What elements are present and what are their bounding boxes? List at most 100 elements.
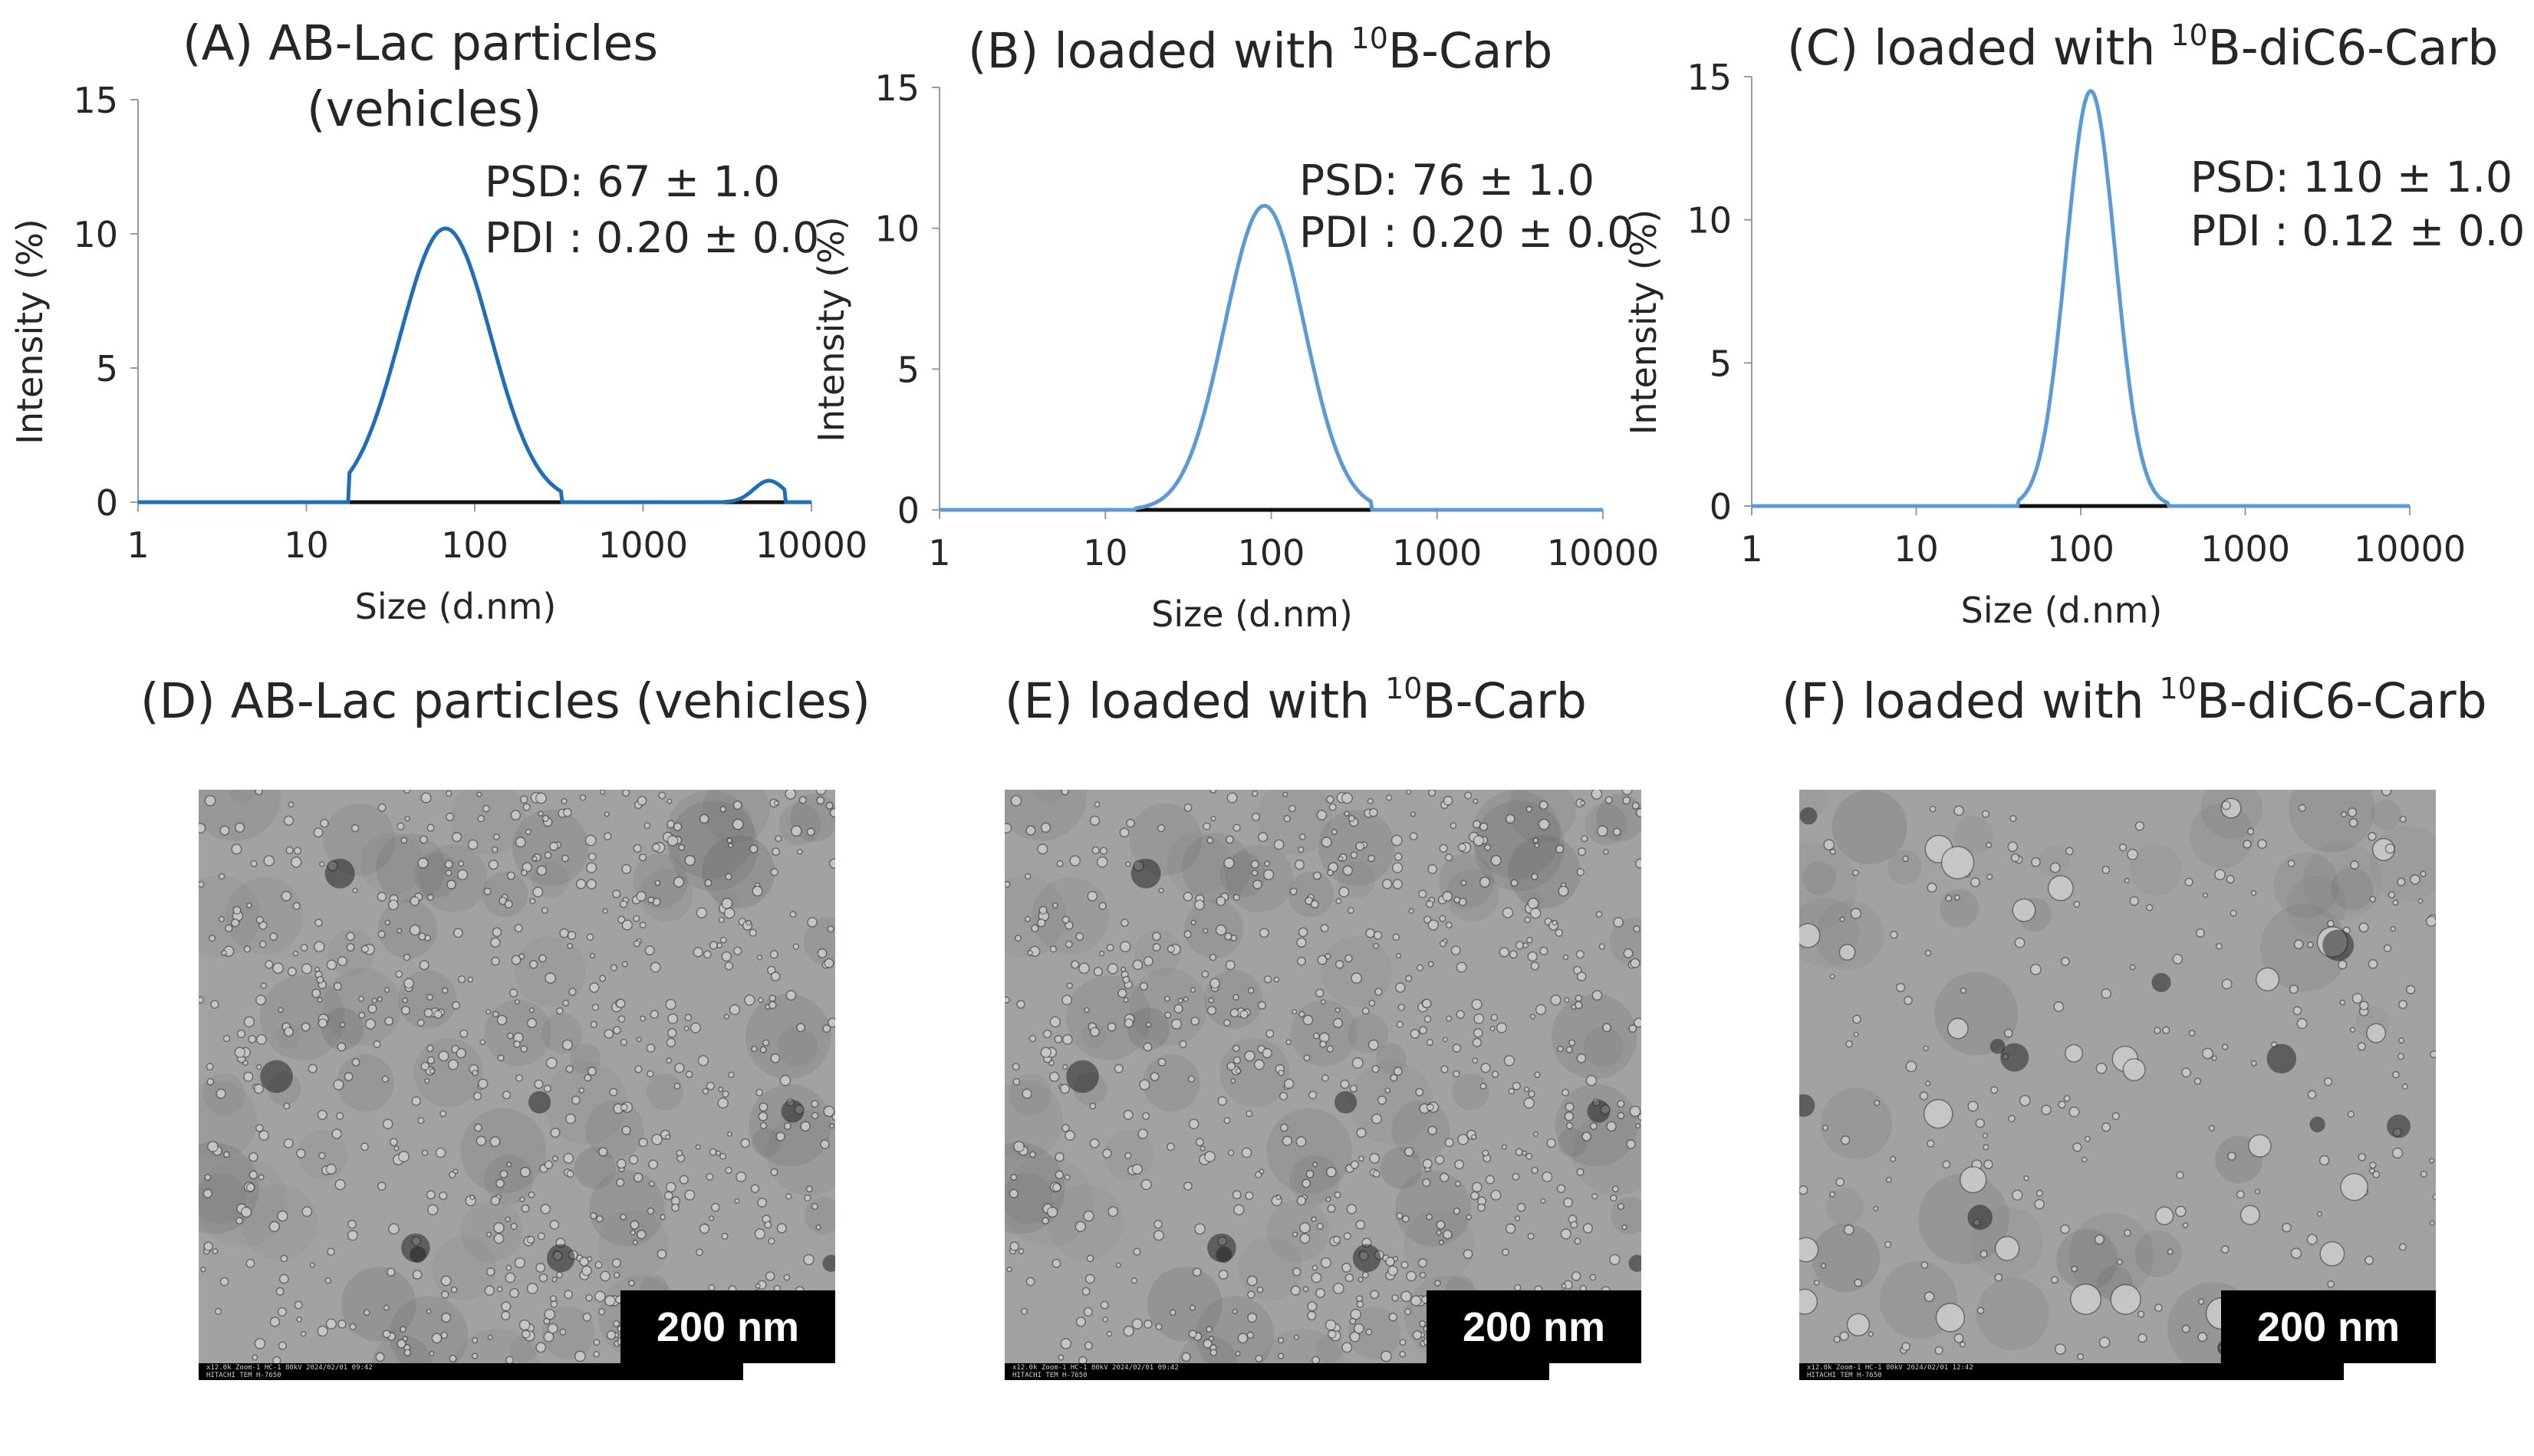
- tem-particle: [314, 942, 324, 951]
- tem-particle: [766, 1272, 774, 1280]
- tem-particle: [1297, 938, 1306, 947]
- tem-particle: [1154, 1221, 1162, 1228]
- tem-particle: [1084, 1308, 1092, 1316]
- tem-particle: [1555, 929, 1562, 936]
- tem-particle: [309, 1065, 317, 1073]
- tem-particle: [2359, 923, 2368, 932]
- tem-particle: [302, 1207, 311, 1216]
- tem-particle: [1252, 791, 1257, 796]
- tem-particle: [244, 1073, 252, 1081]
- tem-particle: [2228, 1152, 2236, 1160]
- tem-particle: [1246, 1192, 1253, 1199]
- tem-particle: [1062, 995, 1071, 1004]
- tem-particle: [666, 1058, 671, 1063]
- tem-particle: [1255, 1172, 1261, 1178]
- tem-particle: [508, 1034, 513, 1038]
- tem-shadow: [1315, 1335, 1344, 1362]
- tem-particle: [1924, 1047, 1928, 1050]
- tem-particle: [2365, 1257, 2373, 1264]
- tem-particle: [807, 1186, 812, 1191]
- tem-shadow: [544, 1061, 628, 1145]
- tem-particle: [1274, 978, 1279, 982]
- tem-particle: [361, 1143, 368, 1150]
- tem-shadow: [1350, 1061, 1434, 1145]
- tem-particle: [1118, 989, 1126, 998]
- tem-particle: [1986, 843, 1991, 847]
- tem-shadow: [260, 975, 345, 1060]
- tem-particle: [2012, 899, 2035, 922]
- tem-particle: [2113, 1113, 2119, 1119]
- tem-particle: [1233, 1310, 1237, 1313]
- tem-particle: [1121, 942, 1130, 951]
- tem-particle: [249, 1153, 258, 1161]
- tem-particle: [749, 929, 756, 936]
- tem-particle: [718, 1098, 728, 1108]
- tem-particle: [1233, 994, 1239, 1000]
- tem-particle: [575, 1351, 585, 1361]
- tem-particle: [2367, 1024, 2385, 1042]
- tem-particle: [557, 1008, 563, 1014]
- tem-particle: [1526, 807, 1532, 812]
- tem-particle: [1207, 838, 1213, 843]
- tem-particle: [505, 1218, 510, 1221]
- tem-particle: [1903, 856, 1908, 861]
- tem-particle: [581, 795, 585, 800]
- tem-particle: [1575, 1001, 1582, 1008]
- tem-particle: [1248, 1291, 1255, 1298]
- tem-particle: [2393, 900, 2398, 905]
- tem-particle: [412, 1097, 420, 1105]
- tem-particle: [2124, 1059, 2145, 1080]
- tem-particle: [1265, 976, 1271, 982]
- tem-particle: [623, 961, 627, 967]
- tem-particle: [1165, 997, 1170, 1001]
- tem-particle: [413, 1270, 422, 1279]
- tem-particle: [1978, 1308, 1983, 1313]
- tem-particle: [637, 892, 646, 901]
- tem-particle: [1052, 1260, 1060, 1267]
- tem-particle: [516, 1075, 522, 1081]
- y-tick-label: 10: [73, 214, 118, 255]
- tem-particle: [521, 796, 528, 803]
- tem-particle: [1633, 803, 1639, 809]
- tem-particle: [1388, 1266, 1397, 1275]
- tem-particle: [804, 1255, 814, 1264]
- tem-particle: [1144, 1043, 1151, 1050]
- tem-particle: [1234, 1205, 1244, 1214]
- tem-particle: [262, 983, 266, 988]
- tem-particle: [1053, 1184, 1061, 1191]
- tem-particle: [824, 1106, 834, 1116]
- tem-particle: [2215, 869, 2225, 879]
- tem-particle: [540, 1274, 547, 1281]
- tem-particle: [2074, 902, 2079, 907]
- tem-particle: [638, 797, 646, 805]
- tem-particle: [1071, 961, 1078, 968]
- tem-shadow: [321, 1007, 364, 1050]
- tem-particle: [1209, 1336, 1213, 1341]
- tem-particle: [2118, 1260, 2122, 1264]
- tem-particle: [530, 961, 537, 968]
- tem-shadow: [1143, 1054, 1200, 1112]
- tem-particle: [2299, 805, 2305, 811]
- tem-particle: [255, 1339, 265, 1349]
- tem-particle: [1010, 1242, 1019, 1251]
- tem-particle: [1435, 1280, 1440, 1286]
- tem-particle: [2223, 980, 2232, 989]
- tem-background: [1005, 790, 1641, 1380]
- tem-particle: [478, 816, 484, 822]
- tem-particle: [1339, 887, 1348, 896]
- tem-particle: [1465, 793, 1471, 799]
- tem-particle: [1107, 1332, 1111, 1336]
- tem-particle: [1356, 1221, 1364, 1229]
- tem-particle: [2210, 1126, 2214, 1131]
- tem-particle: [1564, 955, 1568, 959]
- tem-particle: [1387, 795, 1391, 800]
- tem-particle: [420, 961, 429, 969]
- tem-particle: [1259, 1002, 1265, 1009]
- tem-particle: [1440, 1173, 1449, 1182]
- tem-particle: [1300, 1223, 1310, 1233]
- tem-particle: [1417, 965, 1423, 971]
- tem-particle: [2399, 1038, 2404, 1043]
- tem-particle: [1311, 1218, 1316, 1221]
- tem-particle: [1445, 1139, 1453, 1146]
- tem-particle: [566, 1114, 575, 1123]
